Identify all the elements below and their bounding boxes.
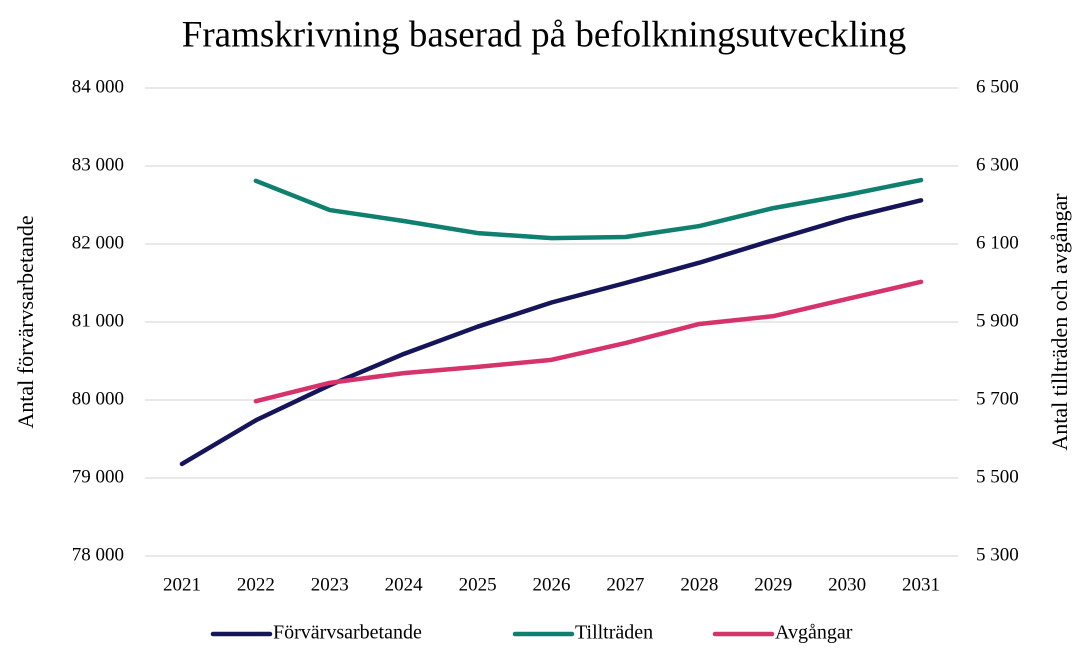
x-tick-label: 2025 [459, 574, 497, 595]
y2-tick-label: 6 500 [976, 76, 1019, 97]
x-tick-label: 2024 [385, 574, 424, 595]
x-tick-label: 2021 [163, 574, 201, 595]
y-tick-label: 80 000 [72, 388, 124, 409]
x-tick-label: 2027 [606, 574, 644, 595]
y-tick-label: 79 000 [72, 466, 124, 487]
chart-title: Framskrivning baserad på befolkningsutve… [182, 14, 906, 55]
y2-tick-label: 5 300 [976, 544, 1019, 565]
series-line [179, 198, 924, 467]
y-tick-label: 84 000 [72, 76, 124, 97]
x-tick-label: 2023 [311, 574, 349, 595]
y-tick-label: 78 000 [72, 544, 124, 565]
y2-tick-label: 6 300 [976, 154, 1019, 175]
x-tick-label: 2029 [754, 574, 792, 595]
x-tick-label: 2031 [902, 574, 940, 595]
legend-label: Tillträden [575, 622, 653, 644]
series-line [253, 177, 924, 241]
y2-tick-label: 6 100 [976, 232, 1019, 253]
y-tick-label: 82 000 [72, 232, 124, 253]
y2-tick-label: 5 900 [976, 310, 1019, 331]
x-tick-label: 2028 [680, 574, 718, 595]
series-line [253, 279, 924, 404]
x-tick-label: 2030 [828, 574, 866, 595]
y-tick-label: 81 000 [72, 310, 124, 331]
x-tick-label: 2026 [533, 574, 571, 595]
y-tick-label: 83 000 [72, 154, 124, 175]
legend-label: Avgångar [775, 622, 853, 644]
y2-tick-label: 5 500 [976, 466, 1019, 487]
y-axis-label: Antal förvärvsarbetande [13, 215, 38, 428]
x-tick-label: 2022 [237, 574, 275, 595]
legend-label: Förvärvsarbetande [273, 622, 422, 644]
y2-axis-label: Antal tillträden och avgångar [1047, 193, 1072, 451]
y2-tick-label: 5 700 [976, 388, 1019, 409]
